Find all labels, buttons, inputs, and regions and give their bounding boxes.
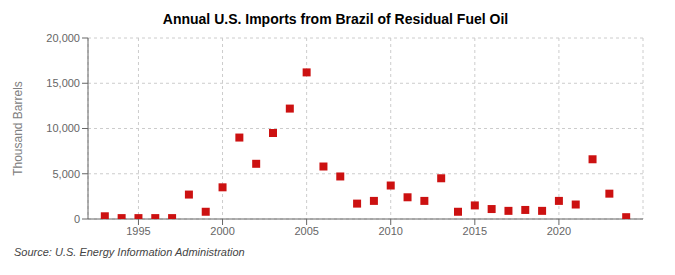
svg-text:20,000: 20,000 [46, 32, 80, 44]
svg-text:10,000: 10,000 [46, 122, 80, 134]
html-text:Source: U.S. Energy Informatio: Source: U.S. Energy Information Administ… [14, 246, 245, 258]
svg-text:1995: 1995 [126, 225, 150, 237]
svg-text:2015: 2015 [463, 225, 487, 237]
html-text:Annual U.S. Imports from Brazi: Annual U.S. Imports from Brazil of Resid… [162, 11, 509, 27]
svg-text:Thousand Barrels: Thousand Barrels [11, 81, 25, 176]
svg-text:2000: 2000 [210, 225, 234, 237]
svg-text:15,000: 15,000 [46, 77, 80, 89]
svg-text:0: 0 [74, 213, 80, 225]
svg-text:2020: 2020 [547, 225, 571, 237]
svg-text:2005: 2005 [294, 225, 318, 237]
svg-text:5,000: 5,000 [52, 168, 80, 180]
svg-text:2010: 2010 [378, 225, 402, 237]
